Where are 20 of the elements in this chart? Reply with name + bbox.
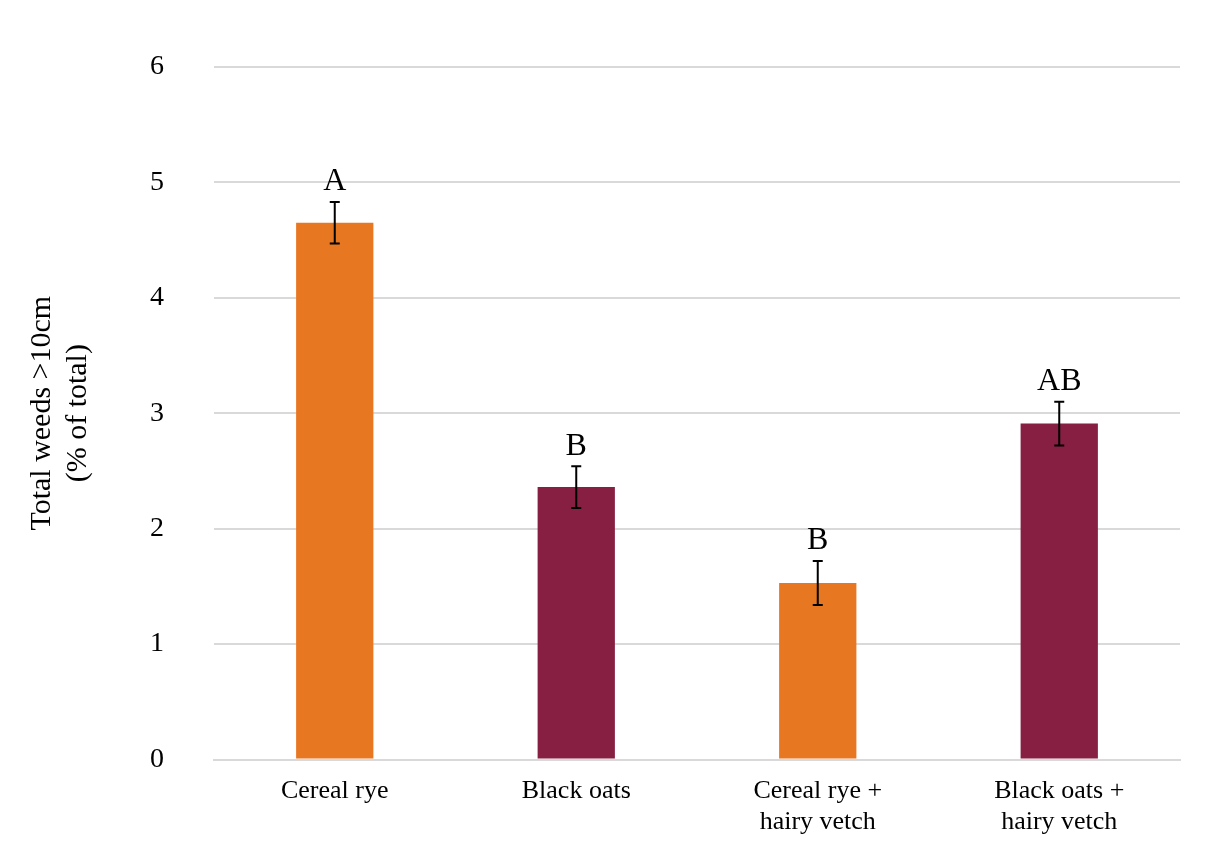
y-tick-label: 3 — [150, 395, 164, 427]
annotation: AB — [1037, 361, 1082, 398]
y-tick-label: 0 — [150, 741, 164, 773]
y-axis-title: Total weeds >10cm (% of total) — [22, 295, 93, 531]
annotation: B — [565, 425, 587, 462]
y-tick-label: 1 — [150, 626, 164, 658]
x-tick-label: Black oats — [521, 775, 631, 805]
x-tick-label: Cereal rye — [280, 775, 389, 805]
y-tick-label: 2 — [150, 511, 164, 543]
x-tick-label: Black oats + hairy vetch — [994, 775, 1125, 836]
annotation: B — [807, 520, 829, 557]
bar — [296, 222, 374, 759]
y-tick-label: 6 — [150, 49, 164, 81]
bar — [537, 487, 615, 759]
bar — [1020, 423, 1098, 759]
bar — [779, 582, 857, 759]
y-tick-label: 5 — [150, 164, 164, 196]
annotation: A — [323, 161, 347, 198]
x-tick-label: Cereal rye + hairy vetch — [753, 775, 883, 836]
y-tick-label: 4 — [150, 280, 164, 312]
